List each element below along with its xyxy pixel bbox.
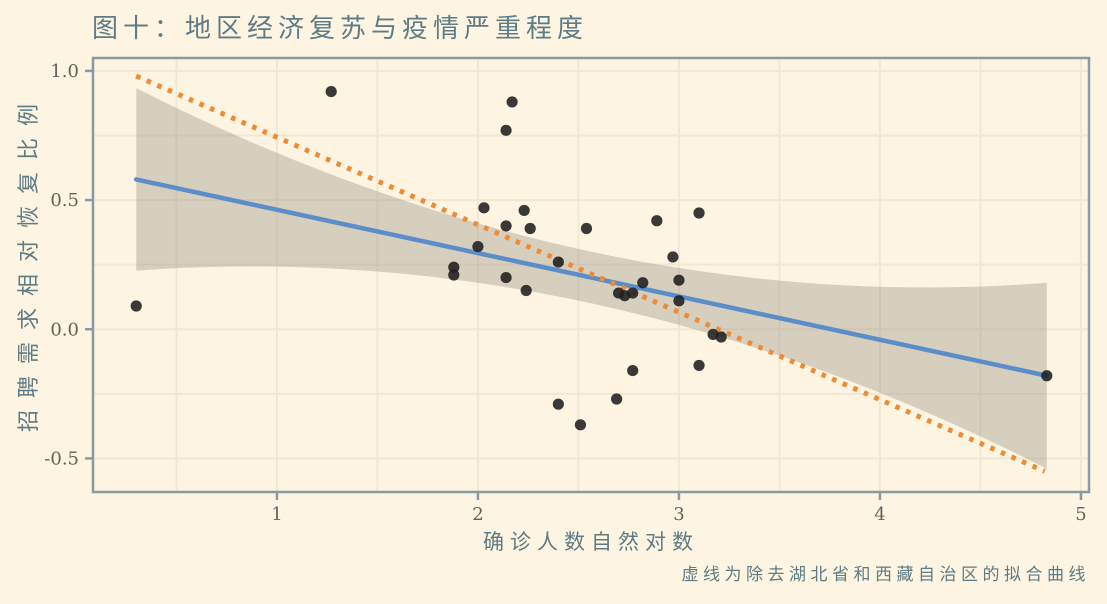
data-point [667, 251, 679, 263]
y-tick-label: -0.5 [44, 448, 79, 469]
data-point [693, 207, 705, 219]
data-point [520, 284, 532, 297]
data-point [478, 202, 490, 214]
data-point [518, 204, 530, 217]
data-point [673, 274, 685, 286]
data-point [627, 287, 639, 299]
data-point [627, 364, 639, 377]
data-point [500, 220, 512, 232]
fit-line-solid [133, 177, 1050, 378]
data-point [472, 240, 484, 253]
data-point [1041, 370, 1053, 382]
x-tick-label: 1 [271, 504, 282, 525]
data-point [552, 398, 564, 410]
y-tick-label: 0.0 [50, 319, 79, 340]
data-point [552, 256, 564, 268]
data-point [580, 222, 593, 235]
chart-title: 图十：地区经济复苏与疫情严重程度 [92, 13, 589, 43]
data-point [500, 124, 512, 136]
x-axis-title: 确诊人数自然对数 [483, 531, 699, 554]
data-point [500, 271, 512, 284]
chart-caption: 虚线为除去湖北省和西藏自治区的拟合曲线 [681, 565, 1090, 584]
x-tick-label: 5 [1075, 504, 1086, 525]
data-point [637, 277, 649, 289]
y-tick-label: 1.0 [50, 61, 79, 82]
data-point [130, 300, 142, 312]
data-point [651, 215, 663, 227]
data-point [325, 85, 337, 98]
data-point [611, 393, 623, 405]
data-point [524, 222, 536, 235]
x-tick-label: 3 [673, 504, 684, 525]
fit-line-dashed [135, 73, 1046, 474]
x-tick-label: 4 [874, 504, 885, 525]
data-point [448, 261, 460, 273]
y-tick-label: 0.5 [50, 190, 79, 211]
x-tick-label: 2 [472, 504, 483, 525]
data-point [574, 419, 587, 431]
data-point [693, 359, 705, 372]
data-point [715, 331, 727, 343]
data-point [673, 295, 685, 307]
data-point [506, 96, 518, 108]
plot-border [91, 56, 1091, 494]
data-point [448, 269, 460, 281]
